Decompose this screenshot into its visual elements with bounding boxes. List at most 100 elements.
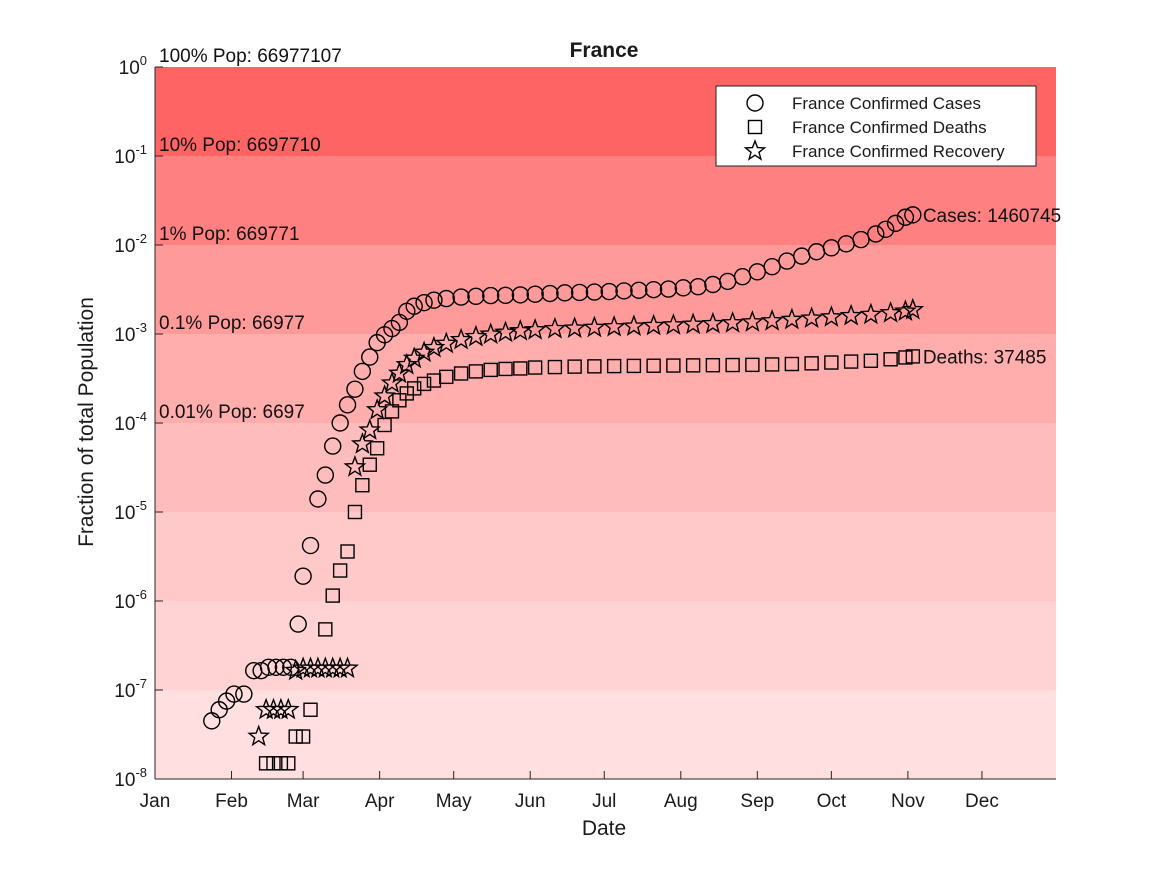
star-marker	[395, 352, 419, 375]
y-tick-base: 10	[114, 325, 135, 346]
circle-marker	[316, 466, 335, 484]
circle-marker	[876, 220, 895, 239]
star-marker	[388, 361, 411, 384]
population-band-label: 0.1% Pop: 66977	[159, 313, 305, 334]
square-marker	[288, 729, 303, 744]
x-tick-label: Oct	[817, 791, 847, 812]
y-tick-label: 10-6	[114, 587, 147, 613]
star-marker	[721, 310, 744, 333]
circle-marker	[415, 293, 433, 312]
square-marker	[384, 404, 400, 419]
square-marker	[266, 756, 281, 771]
y-tick-label: 10-2	[114, 231, 147, 257]
square-marker	[646, 358, 661, 373]
y-tick-exponent: -3	[135, 320, 147, 335]
y-tick-exponent: -4	[135, 409, 147, 424]
star-marker	[642, 313, 665, 336]
circle-marker	[896, 208, 915, 226]
axes: Jan Feb Mar Apr May Jun Jul Aug Sep Oct Nov Dec10-8…	[114, 53, 1056, 812]
population-band	[155, 156, 1056, 245]
square-marker	[725, 357, 740, 373]
square-marker	[295, 729, 311, 744]
end-labels: Cases: 1460745 Deaths: 37485	[923, 206, 1061, 369]
star-marker	[563, 316, 587, 339]
legend-box	[715, 85, 1037, 167]
star-marker	[449, 327, 473, 350]
population-band-label: 10% Pop: 6697710	[159, 135, 321, 156]
square-marker	[399, 386, 414, 401]
circle-marker	[511, 286, 530, 304]
square-marker	[483, 362, 498, 378]
y-tick-base: 10	[114, 414, 135, 435]
circle-marker	[405, 297, 423, 315]
star-marker	[523, 317, 547, 340]
star-marker	[760, 308, 784, 331]
circle-marker	[289, 615, 307, 633]
star-marker	[343, 454, 367, 477]
star-marker	[276, 697, 300, 720]
star-marker	[402, 346, 426, 369]
square-marker	[453, 366, 469, 381]
star-marker	[780, 307, 804, 330]
legend-entry: France Confirmed Deaths	[792, 118, 987, 137]
circle-marker	[644, 280, 663, 299]
star-marker	[434, 331, 458, 354]
y-tick-label: 100	[119, 53, 147, 79]
x-tick-label: May	[436, 791, 472, 812]
circle-marker	[353, 362, 372, 381]
circle-marker	[659, 280, 678, 298]
star-marker	[336, 656, 360, 679]
star-marker	[365, 397, 389, 420]
star-marker	[269, 697, 293, 720]
square-marker	[340, 544, 355, 559]
y-tick-exponent: -5	[135, 498, 147, 513]
star-marker	[701, 311, 725, 334]
circle-marker	[570, 283, 589, 302]
x-tick-label: Jun	[515, 791, 546, 812]
star-marker	[681, 312, 705, 335]
square-marker	[824, 355, 839, 370]
y-tick-base: 10	[114, 592, 135, 613]
circle-marker	[467, 287, 485, 306]
square-marker	[498, 361, 513, 377]
data-markers	[203, 206, 925, 771]
square-marker	[547, 359, 563, 375]
circle-marker	[361, 348, 379, 366]
legend-circle-icon	[746, 94, 764, 112]
y-tick-exponent: -1	[135, 142, 147, 157]
square-marker	[905, 349, 921, 364]
y-tick-exponent: -8	[135, 765, 147, 780]
legend-entry: France Confirmed Recovery	[792, 142, 1005, 161]
star-marker	[543, 316, 567, 339]
star-marker	[602, 314, 626, 337]
star-marker	[800, 306, 823, 329]
star-marker	[412, 340, 436, 363]
x-tick-label: Nov	[891, 791, 925, 812]
y-tick-exponent: -7	[135, 676, 147, 691]
star-marker	[350, 432, 374, 454]
star-marker	[380, 371, 404, 393]
square-marker	[804, 356, 819, 371]
x-tick-label: Feb	[215, 791, 248, 812]
circle-marker	[225, 685, 243, 703]
star-marker	[622, 314, 646, 337]
star-marker	[839, 303, 863, 326]
circle-marker	[886, 214, 905, 233]
circle-marker	[615, 282, 633, 300]
circle-marker	[267, 658, 285, 676]
x-tick-label: Dec	[965, 791, 999, 812]
y-tick-base: 10	[114, 503, 135, 524]
circle-marker	[541, 284, 559, 303]
population-band	[155, 334, 1056, 423]
star-marker	[859, 302, 883, 325]
circle-marker	[331, 414, 349, 432]
square-marker	[303, 702, 318, 717]
y-tick-label: 10-7	[114, 676, 147, 702]
x-axis-title: Date	[582, 817, 626, 840]
square-marker	[898, 350, 913, 365]
circle-marker	[600, 282, 618, 301]
legend-square-icon	[747, 119, 763, 135]
circle-marker	[867, 225, 885, 243]
square-marker	[606, 358, 622, 374]
circle-marker	[630, 281, 648, 299]
